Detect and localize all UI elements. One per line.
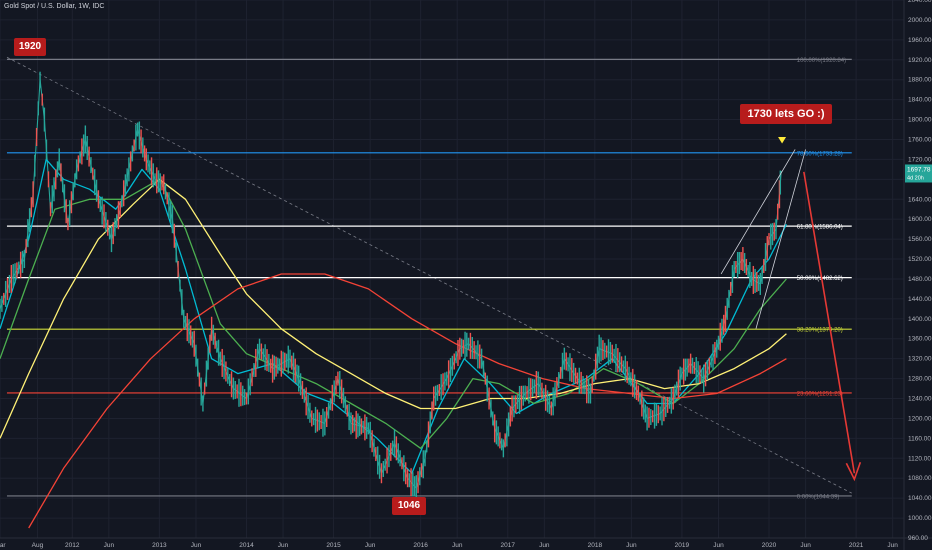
arrow-down-yellow-icon — [778, 136, 787, 144]
y-tick-label: 1240.00 — [908, 396, 932, 403]
fib-level-label: 100.00%(1920.84) — [797, 58, 846, 64]
fib-level-label: 78.60%(1733.28) — [797, 151, 843, 157]
x-tick-label: Mar — [0, 542, 6, 549]
x-tick-label: 2012 — [65, 542, 80, 549]
x-tick-label: 2015 — [326, 542, 341, 549]
x-tick-label: 2017 — [501, 542, 516, 549]
x-tick-label: Jun — [104, 542, 115, 549]
y-tick-label: 1920.00 — [908, 57, 932, 64]
y-tick-label: 1800.00 — [908, 117, 932, 124]
x-tick-label: 2019 — [675, 542, 690, 549]
y-tick-label: 1640.00 — [908, 196, 932, 203]
price-tag — [905, 164, 932, 183]
callout-high: 1920 — [14, 38, 46, 56]
callout-low: 1046 — [392, 497, 426, 515]
fib-level-label: 61.80%(1586.04) — [797, 225, 843, 231]
channel-lower — [755, 149, 806, 329]
y-tick-label: 1360.00 — [908, 336, 932, 343]
fib-level-label: 50.00%(1482.62) — [797, 276, 843, 282]
y-tick-label: 1520.00 — [908, 256, 932, 263]
y-tick-label: 1560.00 — [908, 236, 932, 243]
callout-target: 1730 lets GO :) — [740, 104, 832, 124]
y-tick-label: 1120.00 — [908, 455, 931, 462]
x-tick-label: Jun — [365, 542, 376, 549]
price-tag-countdown: 4d 20h — [907, 175, 924, 181]
x-tick-label: 2014 — [239, 542, 254, 549]
y-tick-label: 1480.00 — [908, 276, 932, 283]
fib-level-label: 23.60%(1251.23) — [797, 391, 843, 397]
x-tick-label: 2020 — [762, 542, 777, 549]
x-tick-label: 2013 — [152, 542, 167, 549]
y-tick-label: 1840.00 — [908, 97, 932, 104]
x-tick-label: Jun — [539, 542, 550, 549]
y-tick-label: 1200.00 — [908, 415, 932, 422]
series-ema-yellow — [0, 178, 787, 439]
y-tick-label: 1280.00 — [908, 376, 932, 383]
x-tick-label: Jun — [452, 542, 463, 549]
y-tick-label: 1720.00 — [908, 156, 932, 163]
y-tick-label: 1080.00 — [908, 475, 932, 482]
y-tick-label: 1600.00 — [908, 216, 932, 223]
x-tick-label: Aug — [32, 542, 44, 549]
y-tick-label: 1440.00 — [908, 296, 932, 303]
y-tick-label: 1160.00 — [908, 435, 931, 442]
y-tick-label: 2000.00 — [908, 17, 932, 24]
y-tick-label: 1880.00 — [908, 77, 932, 84]
projection-arrow-line — [803, 171, 856, 474]
x-tick-label: 2021 — [849, 542, 864, 549]
x-tick-label: Jun — [887, 542, 898, 549]
x-tick-label: Jun — [278, 542, 289, 549]
price-tag-value: 1697.78 — [907, 166, 931, 173]
x-tick-label: Jun — [800, 542, 811, 549]
y-tick-label: 960.00 — [908, 535, 928, 542]
fib-level-label: 38.20%(1379.20) — [797, 328, 843, 334]
fib-level-label: 0.00%(1044.39) — [797, 494, 840, 500]
projection-arrow-head-icon — [845, 462, 862, 482]
x-tick-label: Jun — [713, 542, 724, 549]
x-tick-label: Jun — [191, 542, 202, 549]
chart-title: Gold Spot / U.S. Dollar, 1W, IDC — [4, 3, 105, 10]
trendline-dashed — [6, 56, 852, 494]
y-tick-label: 1960.00 — [908, 37, 932, 44]
x-tick-label: 2018 — [588, 542, 603, 549]
y-tick-label: 1000.00 — [908, 515, 932, 522]
y-tick-label: 2040.00 — [908, 0, 932, 4]
x-tick-label: 2016 — [413, 542, 428, 549]
x-tick-label: Jun — [626, 542, 637, 549]
channel-upper — [720, 149, 796, 275]
y-tick-label: 1760.00 — [908, 136, 932, 143]
y-tick-label: 1040.00 — [908, 495, 932, 502]
y-tick-label: 1320.00 — [908, 356, 932, 363]
y-tick-label: 1400.00 — [908, 316, 932, 323]
